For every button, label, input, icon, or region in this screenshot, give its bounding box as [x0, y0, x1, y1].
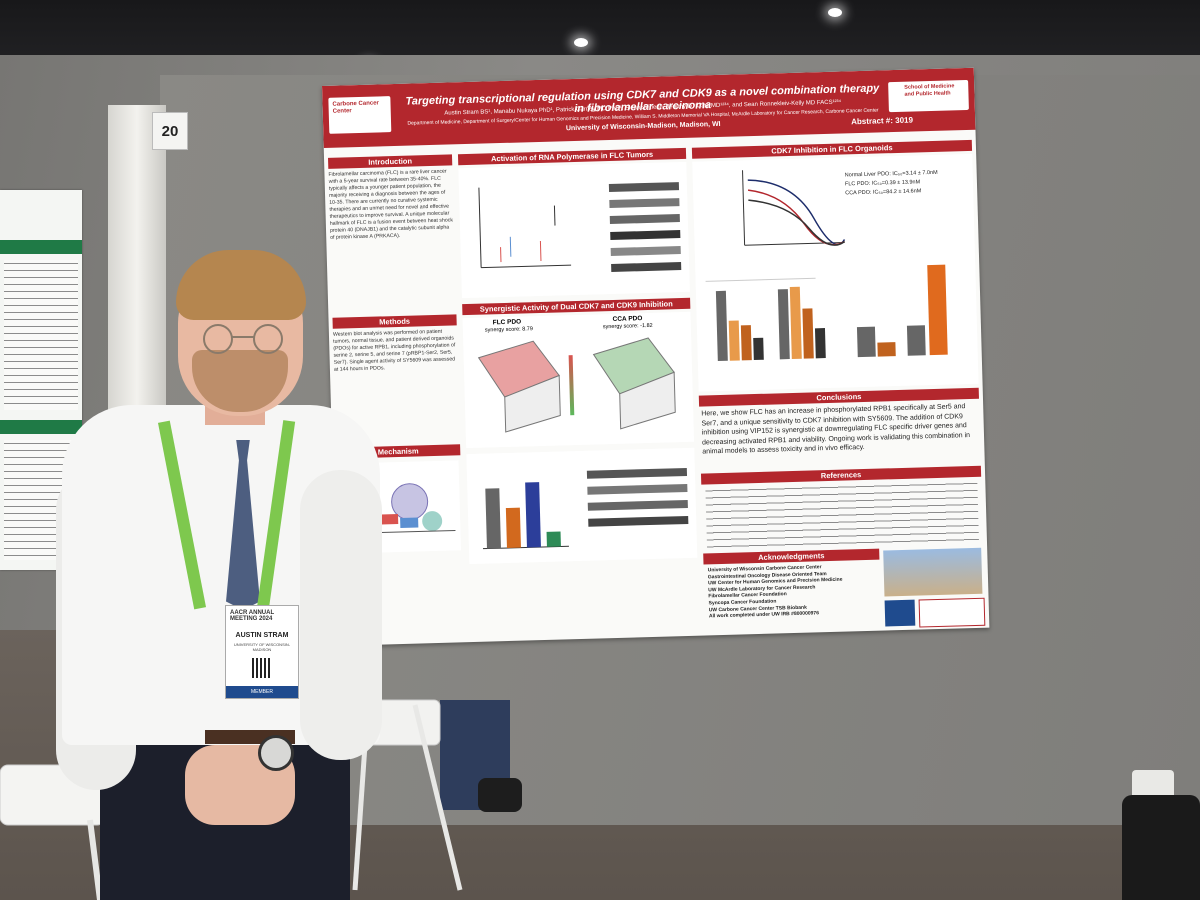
badge-role-band: MEMBER [226, 686, 298, 698]
western-blot-figure [458, 161, 690, 299]
building-photo [883, 547, 983, 597]
name-badge: AACR ANNUAL MEETING 2024 AUSTIN STRAM UN… [225, 605, 299, 699]
research-poster: Carbone Cancer Center School of Medicine… [322, 67, 990, 646]
references-list [705, 479, 979, 550]
trash-bin [1122, 795, 1200, 900]
booth-number: 20 [152, 112, 188, 150]
background-shoe [478, 778, 522, 812]
glasses-icon [203, 324, 283, 354]
chgpm-logo [918, 597, 986, 628]
section-introduction: Introduction [328, 154, 453, 169]
section-methods: Methods [332, 314, 457, 329]
badge-name: AUSTIN STRAM [235, 632, 289, 639]
badge-role: MEMBER [251, 689, 273, 695]
mechanism-diagram [338, 460, 462, 554]
badge-affiliation: UNIVERSITY OF WISCONSIN-MADISON [233, 642, 291, 652]
qr-code-icon [252, 658, 272, 678]
cdk7-figure [692, 153, 979, 392]
nci-logo [884, 599, 916, 627]
intro-text: Fibrolamellar carcinoma (FLC) is a rare … [328, 168, 454, 241]
conclusions-text: Here, we show FLC has an increase in pho… [701, 403, 971, 456]
carbone-logo: Carbone Cancer Center [328, 96, 392, 134]
ack-list: University of Wisconsin Carbone Cancer C… [708, 563, 881, 621]
wristwatch-icon [258, 735, 294, 771]
ic50-legend: Normal Liver PDO: IC₅₀=3.14 ± 7.0nM FLC … [845, 168, 971, 198]
ceiling-light [574, 38, 588, 47]
uw-logo: School of Medicine and Public Health [888, 79, 969, 113]
badge-event: AACR ANNUAL MEETING 2024 [230, 610, 274, 622]
ceiling-light [828, 8, 842, 17]
expression-bar-figure [466, 447, 698, 565]
person-hair [176, 250, 306, 320]
synergy-figure: FLC PDO synergy score: 8.79 CCA PDO syne… [462, 311, 695, 449]
section-acknowledgments: Acknowledgments [703, 548, 880, 565]
person-right-arm [300, 470, 382, 760]
abstract-number: Abstract #: 3019 [851, 115, 914, 127]
